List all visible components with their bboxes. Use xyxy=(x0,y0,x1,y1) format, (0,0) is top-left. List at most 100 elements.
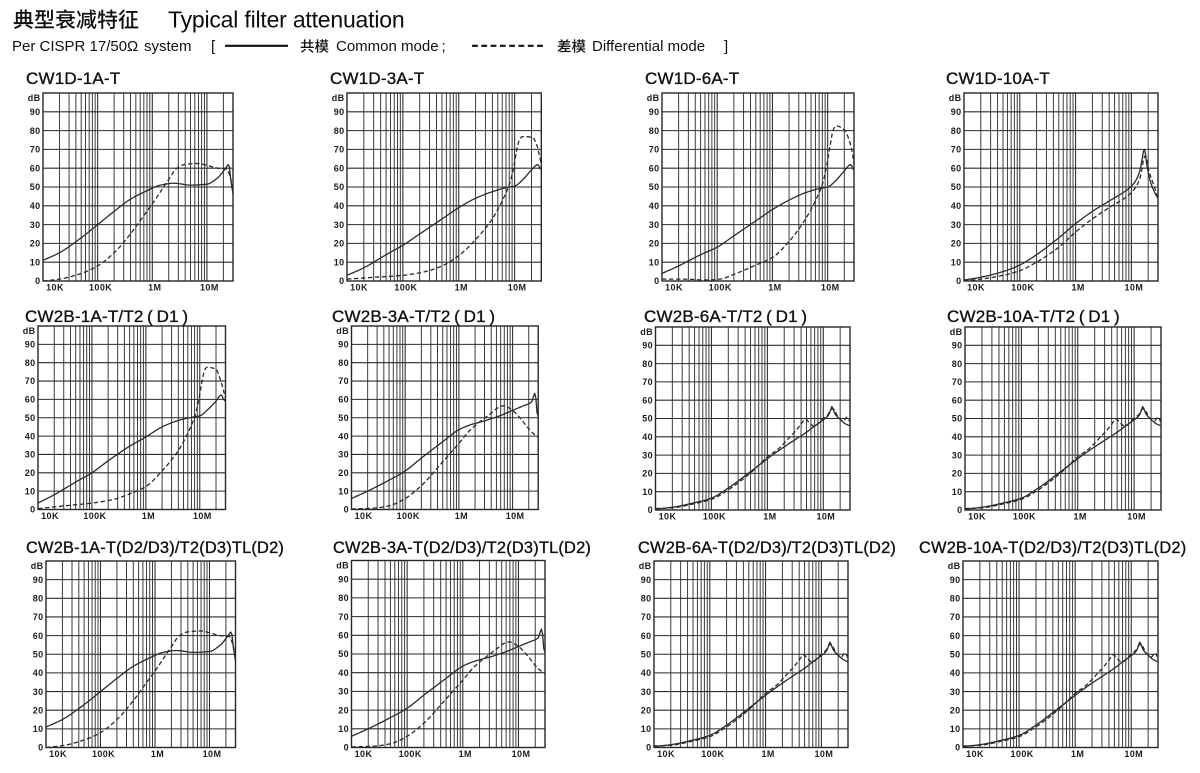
svg-text:60: 60 xyxy=(951,163,962,173)
svg-text:CW2B-10A-T/T2 ( D1 ): CW2B-10A-T/T2 ( D1 ) xyxy=(947,307,1120,326)
svg-text:100K: 100K xyxy=(397,511,420,521)
svg-text:50: 50 xyxy=(950,650,961,660)
svg-text:dB: dB xyxy=(23,326,36,336)
svg-text:CW2B-3A-T/T2 ( D1 ): CW2B-3A-T/T2 ( D1 ) xyxy=(332,307,495,326)
svg-text:60: 60 xyxy=(25,395,36,405)
svg-text:30: 30 xyxy=(952,450,963,460)
svg-text:10: 10 xyxy=(951,257,962,267)
svg-text:90: 90 xyxy=(642,341,653,351)
svg-text:70: 70 xyxy=(334,145,345,155)
svg-text:40: 40 xyxy=(334,201,345,211)
svg-text:10M: 10M xyxy=(512,749,531,759)
svg-text:CW2B-1A-T(D2/D3)/T2(D3)TL(D2): CW2B-1A-T(D2/D3)/T2(D3)TL(D2) xyxy=(26,539,284,557)
svg-text:70: 70 xyxy=(641,612,652,622)
svg-text:80: 80 xyxy=(952,359,963,369)
svg-text:50: 50 xyxy=(338,649,349,659)
svg-text:CW2B-1A-T/T2 ( D1 ): CW2B-1A-T/T2 ( D1 ) xyxy=(25,307,188,326)
svg-text:30: 30 xyxy=(33,687,44,697)
svg-text:50: 50 xyxy=(641,650,652,660)
svg-text:10K: 10K xyxy=(665,283,683,293)
svg-text:CW1D-1A-T: CW1D-1A-T xyxy=(26,69,120,88)
svg-text:80: 80 xyxy=(951,126,962,136)
svg-text:50: 50 xyxy=(642,414,653,424)
svg-text:100K: 100K xyxy=(1011,749,1034,759)
svg-text:10K: 10K xyxy=(355,511,373,521)
svg-text:10: 10 xyxy=(641,724,652,734)
svg-text:90: 90 xyxy=(338,340,349,350)
svg-text:40: 40 xyxy=(950,668,961,678)
svg-text:50: 50 xyxy=(33,650,44,660)
svg-text:1M: 1M xyxy=(768,283,781,293)
svg-text:40: 40 xyxy=(649,201,660,211)
svg-text:CW2B-10A-T(D2/D3)/T2(D3)TL(D2): CW2B-10A-T(D2/D3)/T2(D3)TL(D2) xyxy=(919,539,1186,557)
svg-text:0: 0 xyxy=(955,743,960,753)
svg-text:10M: 10M xyxy=(1124,749,1143,759)
svg-text:10M: 10M xyxy=(1125,283,1144,293)
svg-text:10: 10 xyxy=(338,724,349,734)
svg-text:dB: dB xyxy=(332,93,345,103)
svg-text:CW2B-6A-T(D2/D3)/T2(D3)TL(D2): CW2B-6A-T(D2/D3)/T2(D3)TL(D2) xyxy=(638,539,896,557)
svg-text:90: 90 xyxy=(30,107,41,117)
svg-text:50: 50 xyxy=(338,413,349,423)
svg-text:70: 70 xyxy=(952,377,963,387)
svg-text:1M: 1M xyxy=(1071,749,1084,759)
svg-text:30: 30 xyxy=(642,450,653,460)
svg-text:20: 20 xyxy=(33,705,44,715)
svg-text:80: 80 xyxy=(642,359,653,369)
svg-text:[: [ xyxy=(211,38,216,55)
svg-text:1M: 1M xyxy=(455,283,468,293)
svg-text:50: 50 xyxy=(952,414,963,424)
svg-text:70: 70 xyxy=(338,376,349,386)
svg-text:10K: 10K xyxy=(657,749,675,759)
svg-text:]: ] xyxy=(724,38,728,55)
svg-text:10: 10 xyxy=(952,487,963,497)
svg-text:10: 10 xyxy=(649,257,660,267)
svg-text:10K: 10K xyxy=(967,283,985,293)
svg-text:20: 20 xyxy=(30,239,41,249)
svg-text:dB: dB xyxy=(949,93,962,103)
svg-text:80: 80 xyxy=(950,594,961,604)
svg-text:70: 70 xyxy=(25,376,36,386)
svg-text:80: 80 xyxy=(338,593,349,603)
svg-text:dB: dB xyxy=(28,93,41,103)
svg-text:50: 50 xyxy=(649,182,660,192)
svg-text:20: 20 xyxy=(338,705,349,715)
svg-text:1M: 1M xyxy=(455,511,468,521)
svg-text:CW1D-3A-T: CW1D-3A-T xyxy=(330,69,424,88)
svg-text:100K: 100K xyxy=(92,749,115,759)
svg-text:30: 30 xyxy=(951,220,962,230)
svg-text:70: 70 xyxy=(30,145,41,155)
svg-text:20: 20 xyxy=(951,239,962,249)
svg-text:100K: 100K xyxy=(394,283,417,293)
svg-text:dB: dB xyxy=(336,561,349,571)
svg-text:0: 0 xyxy=(35,276,40,286)
svg-text:system: system xyxy=(144,38,192,55)
svg-text:70: 70 xyxy=(951,145,962,155)
svg-text:10K: 10K xyxy=(966,749,984,759)
svg-text:80: 80 xyxy=(338,358,349,368)
svg-text:20: 20 xyxy=(649,239,660,249)
svg-text:70: 70 xyxy=(642,377,653,387)
svg-text:30: 30 xyxy=(641,687,652,697)
svg-text:20: 20 xyxy=(641,705,652,715)
svg-text:CW1D-10A-T: CW1D-10A-T xyxy=(946,69,1050,88)
svg-text:10M: 10M xyxy=(821,283,840,293)
svg-text:90: 90 xyxy=(649,107,660,117)
svg-text:CW1D-6A-T: CW1D-6A-T xyxy=(645,69,739,88)
svg-text:100K: 100K xyxy=(709,283,732,293)
svg-text:10M: 10M xyxy=(816,512,835,522)
svg-text:40: 40 xyxy=(642,432,653,442)
svg-text:0: 0 xyxy=(344,743,349,753)
svg-text:CW2B-6A-T/T2 ( D1 ): CW2B-6A-T/T2 ( D1 ) xyxy=(644,307,807,326)
svg-text:10M: 10M xyxy=(815,749,834,759)
svg-text:40: 40 xyxy=(641,668,652,678)
svg-text:20: 20 xyxy=(950,705,961,715)
svg-text:40: 40 xyxy=(338,431,349,441)
svg-text:20: 20 xyxy=(952,469,963,479)
svg-text:50: 50 xyxy=(25,413,36,423)
svg-text:70: 70 xyxy=(338,612,349,622)
svg-text:100K: 100K xyxy=(399,749,422,759)
svg-text:30: 30 xyxy=(950,687,961,697)
svg-text:dB: dB xyxy=(950,327,963,337)
svg-text:90: 90 xyxy=(952,341,963,351)
